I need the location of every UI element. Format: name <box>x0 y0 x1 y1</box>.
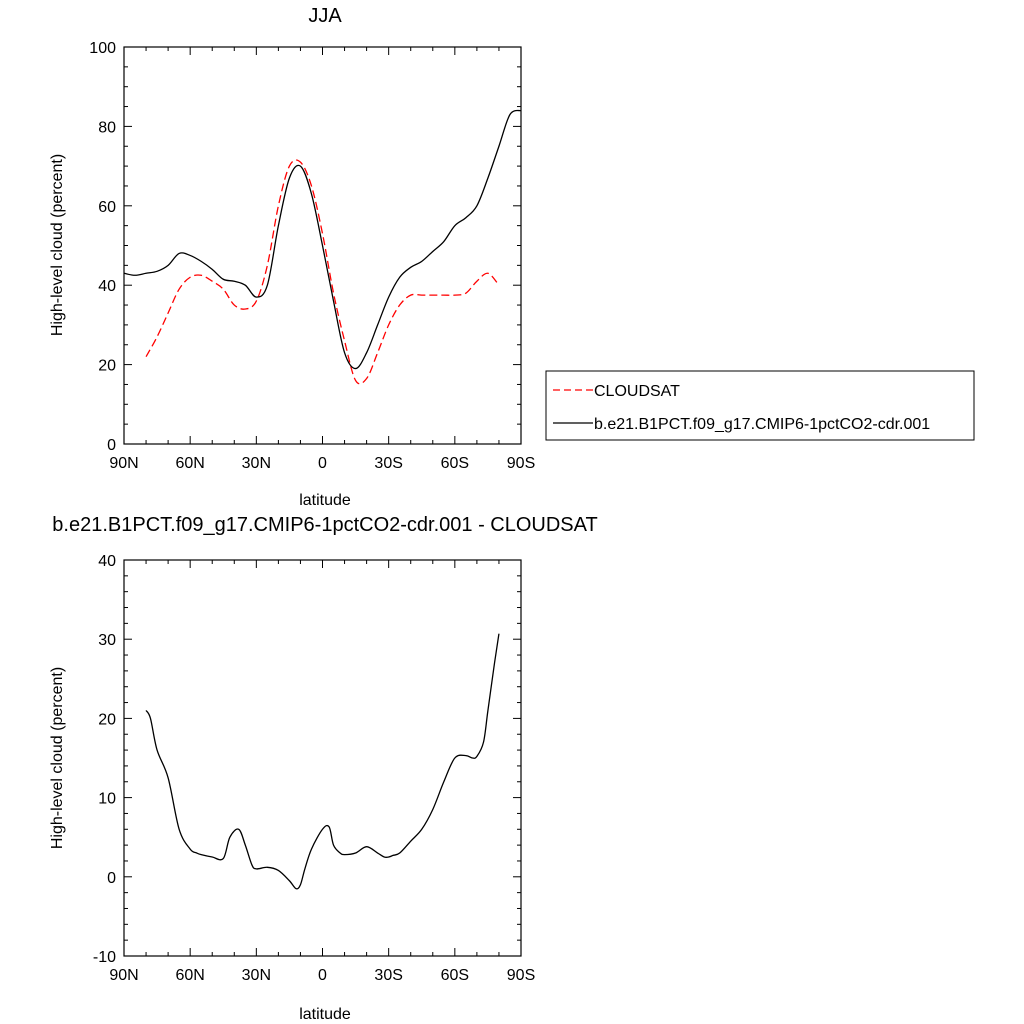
series-lines <box>123 109 522 385</box>
plot-frame <box>123 46 522 445</box>
x-tick-label: 60S <box>441 967 469 984</box>
x-tick-label: 60N <box>175 455 204 472</box>
y-tick-label: -10 <box>93 949 116 966</box>
x-axis-label: latitude <box>299 492 351 509</box>
legend-box <box>545 370 975 441</box>
x-tick-label: 30S <box>374 455 402 472</box>
series-line-b-e21-b1pct-f09-g17-cmip6-1pctco2-cdr-001 <box>123 109 522 370</box>
y-axis-label: High-level cloud (percent) <box>49 154 66 336</box>
legend-label-cloudsat: CLOUDSAT <box>594 383 680 400</box>
series-line-cloudsat <box>145 159 500 385</box>
x-tick-label: 30S <box>374 967 402 984</box>
axis-ticks: 90N 60N 30N 0 30S 60S 90S -10 0 10 20 30 40 <box>93 553 535 984</box>
plot-frame <box>123 559 522 957</box>
x-tick-label: 90N <box>109 967 138 984</box>
y-tick-label: 10 <box>98 791 116 808</box>
x-tick-label: 0 <box>318 967 327 984</box>
y-axis-label: High-level cloud (percent) <box>49 667 66 849</box>
y-tick-label: 20 <box>98 358 116 375</box>
axis-ticks: 90N 60N 30N 0 30S 60S 90S 0 20 40 60 80 100 <box>89 40 535 472</box>
y-tick-label: 20 <box>98 711 116 728</box>
chart-panel-bottom: b.e21.B1PCT.f09_g17.CMIP6-1pctCO2-cdr.00… <box>49 514 598 1023</box>
x-tick-label: 30N <box>242 967 271 984</box>
x-axis-label: latitude <box>299 1006 351 1023</box>
legend: CLOUDSAT b.e21.B1PCT.f09_g17.CMIP6-1pctC… <box>545 370 975 441</box>
y-tick-label: 0 <box>107 870 116 887</box>
x-tick-label: 90S <box>507 455 535 472</box>
y-tick-label: 80 <box>98 119 116 136</box>
x-tick-label: 60S <box>441 455 469 472</box>
x-tick-label: 60N <box>175 967 204 984</box>
x-tick-label: 0 <box>318 455 327 472</box>
chart-title: JJA <box>308 5 342 27</box>
legend-label-model: b.e21.B1PCT.f09_g17.CMIP6-1pctCO2-cdr.00… <box>594 416 930 433</box>
y-tick-label: 40 <box>98 553 116 570</box>
series-lines <box>145 633 500 890</box>
y-tick-label: 100 <box>89 40 116 57</box>
y-tick-label: 40 <box>98 278 116 295</box>
x-tick-label: 90N <box>109 455 138 472</box>
chart-panel-top: JJA High-level cloud (percent) latitude … <box>49 5 975 509</box>
series-line-difference <box>145 633 500 890</box>
y-tick-label: 0 <box>107 437 116 454</box>
chart-title: b.e21.B1PCT.f09_g17.CMIP6-1pctCO2-cdr.00… <box>52 514 597 536</box>
y-tick-label: 30 <box>98 632 116 649</box>
x-tick-label: 90S <box>507 967 535 984</box>
y-tick-label: 60 <box>98 199 116 216</box>
x-tick-label: 30N <box>242 455 271 472</box>
